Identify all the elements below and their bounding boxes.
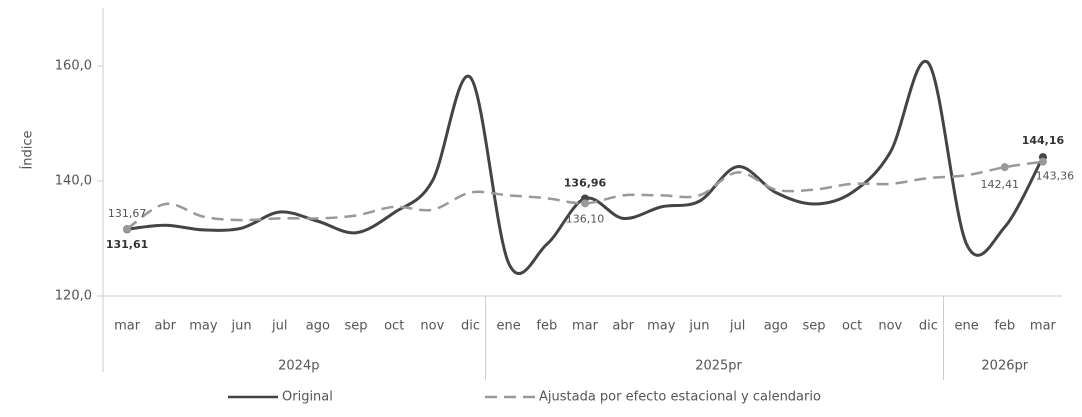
x-tick-label: dic xyxy=(461,319,480,334)
x-tick-label: oct xyxy=(384,319,404,334)
data-point xyxy=(1038,157,1047,166)
x-tick-label: sep xyxy=(802,319,825,334)
series-line xyxy=(126,59,1045,275)
x-tick-label: mar xyxy=(1030,319,1057,334)
data-label: 131,61 xyxy=(106,238,148,251)
x-tick-label: feb xyxy=(536,319,557,334)
data-label: 136,10 xyxy=(566,212,605,225)
x-tick-label: sep xyxy=(345,319,368,334)
x-tick-label: abr xyxy=(612,319,634,334)
data-label: 136,96 xyxy=(564,176,607,189)
x-tick-label: jul xyxy=(271,319,287,334)
x-tick-label: oct xyxy=(842,319,862,334)
x-tick-label: nov xyxy=(878,319,902,334)
x-tick-label: jun xyxy=(231,319,252,334)
legend-label: Original xyxy=(282,390,333,405)
data-label: 144,16 xyxy=(1022,134,1065,147)
data-label: 131,67 xyxy=(108,207,147,220)
data-point xyxy=(123,224,132,233)
x-tick-label: abr xyxy=(154,319,176,334)
x-tick-label: feb xyxy=(994,319,1015,334)
data-point xyxy=(1000,163,1009,172)
y-tick-label: 120,0 xyxy=(55,289,92,304)
series-line xyxy=(126,160,1044,230)
x-tick-label: jun xyxy=(688,319,709,334)
x-group-label: 2026pr xyxy=(981,359,1028,374)
x-tick-label: may xyxy=(647,319,676,334)
x-tick-label: mar xyxy=(114,319,141,334)
y-tick-label: 140,0 xyxy=(55,174,92,189)
data-label: 143,36 xyxy=(1036,170,1075,183)
x-group-label: 2025pr xyxy=(695,359,742,374)
x-tick-label: mar xyxy=(572,319,599,334)
x-tick-label: dic xyxy=(919,319,938,334)
y-axis-label: Índice xyxy=(20,130,36,169)
x-tick-label: nov xyxy=(420,319,444,334)
legend-label: Ajustada por efecto estacional y calenda… xyxy=(539,390,821,405)
x-tick-label: ago xyxy=(306,319,330,334)
data-point xyxy=(581,199,589,208)
y-tick-label: 160,0 xyxy=(55,59,92,74)
x-tick-label: jul xyxy=(729,319,745,334)
x-tick-label: ene xyxy=(497,319,521,334)
x-tick-label: ene xyxy=(954,319,978,334)
x-tick-label: ago xyxy=(764,319,788,334)
x-group-label: 2024p xyxy=(278,359,319,374)
x-tick-label: may xyxy=(189,319,218,334)
data-label: 142,41 xyxy=(981,178,1020,191)
